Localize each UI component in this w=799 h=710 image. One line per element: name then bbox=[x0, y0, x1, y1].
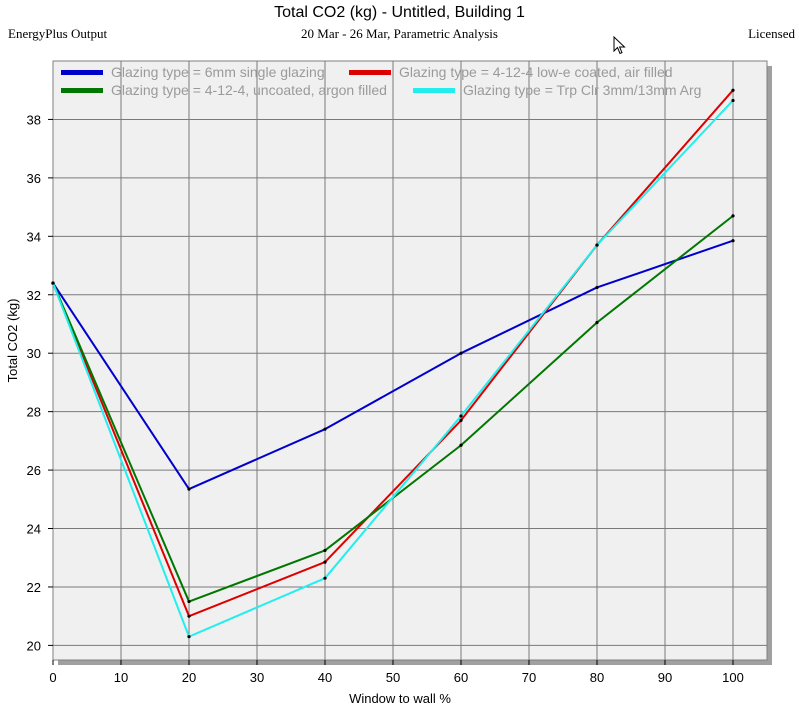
license-label: Licensed bbox=[748, 26, 795, 41]
x-tick-label: 80 bbox=[590, 670, 604, 685]
data-point bbox=[323, 560, 327, 564]
legend-swatch bbox=[61, 88, 103, 93]
y-tick-label: 34 bbox=[27, 229, 41, 244]
legend-label: Glazing type = Trp Clr 3mm/13mm Arg bbox=[463, 82, 701, 98]
x-tick-label: 30 bbox=[250, 670, 264, 685]
data-point bbox=[595, 320, 599, 325]
data-point bbox=[731, 214, 735, 218]
y-tick-label: 30 bbox=[27, 346, 41, 361]
data-point bbox=[731, 88, 735, 92]
data-point bbox=[187, 614, 191, 618]
series-line-2 bbox=[52, 89, 734, 618]
data-point bbox=[323, 548, 327, 553]
x-tick-label: 50 bbox=[386, 670, 400, 685]
data-point bbox=[731, 98, 735, 103]
legend-label: Glazing type = 6mm single glazing bbox=[111, 64, 325, 80]
data-point bbox=[187, 635, 191, 639]
data-point bbox=[595, 285, 599, 290]
data-point bbox=[459, 418, 463, 422]
x-tick-label: 40 bbox=[318, 670, 332, 685]
y-tick-label: 38 bbox=[27, 112, 41, 127]
x-tick-label: 10 bbox=[114, 670, 128, 685]
x-tick-label: 100 bbox=[722, 670, 744, 685]
y-tick-label: 20 bbox=[27, 638, 41, 653]
data-point bbox=[595, 243, 599, 247]
y-tick-label: 28 bbox=[27, 405, 41, 420]
mouse-cursor-icon bbox=[613, 36, 626, 55]
data-point bbox=[323, 576, 327, 580]
series-line-4 bbox=[52, 99, 734, 638]
chart-title: Total CO2 (kg) - Untitled, Building 1 bbox=[274, 4, 525, 21]
data-point bbox=[459, 443, 463, 447]
series-line-1 bbox=[52, 239, 734, 491]
y-tick-label: 22 bbox=[27, 580, 41, 595]
y-tick-label: 26 bbox=[27, 463, 41, 478]
chart-subtitle: 20 Mar - 26 Mar, Parametric Analysis bbox=[301, 26, 498, 41]
data-point bbox=[51, 281, 55, 285]
data-point bbox=[187, 487, 191, 491]
output-label: EnergyPlus Output bbox=[8, 26, 108, 41]
x-tick-label: 60 bbox=[454, 670, 468, 685]
data-point bbox=[459, 414, 463, 418]
legend-label: Glazing type = 4-12-4 low-e coated, air … bbox=[399, 64, 673, 80]
data-point bbox=[187, 599, 191, 604]
data-point bbox=[731, 239, 735, 243]
x-tick-label: 20 bbox=[182, 670, 196, 685]
y-tick-label: 32 bbox=[27, 288, 41, 303]
x-tick-label: 0 bbox=[49, 670, 56, 685]
data-point bbox=[459, 351, 463, 355]
legend-swatch bbox=[61, 70, 103, 75]
x-tick-label: 70 bbox=[522, 670, 536, 685]
data-point bbox=[323, 427, 327, 431]
legend-swatch bbox=[413, 88, 455, 93]
x-tick-label: 90 bbox=[658, 670, 672, 685]
legend-swatch bbox=[349, 70, 391, 75]
y-axis-label: Total CO2 (kg) bbox=[5, 299, 20, 383]
legend-label: Glazing type = 4-12-4, uncoated, argon f… bbox=[111, 82, 387, 98]
plot-area bbox=[52, 60, 768, 661]
y-tick-label: 36 bbox=[27, 171, 41, 186]
y-tick-label: 24 bbox=[27, 522, 41, 537]
x-axis-label: Window to wall % bbox=[349, 691, 451, 706]
